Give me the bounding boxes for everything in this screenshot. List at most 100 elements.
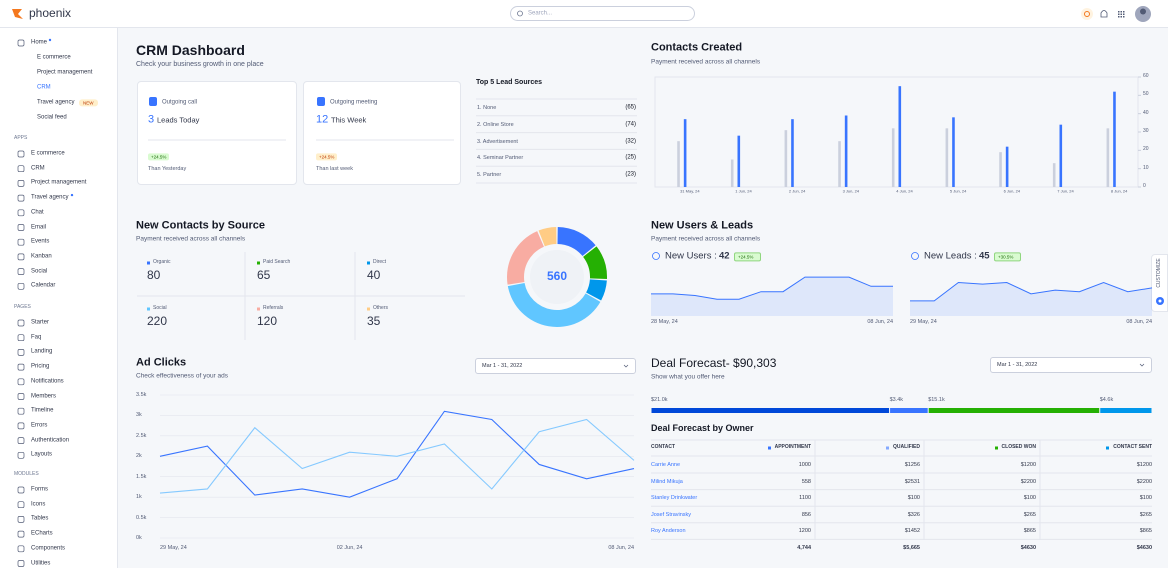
line-series [651, 276, 893, 300]
table-cell: $265 [1023, 511, 1036, 518]
date-select-text[interactable]: Mar 1 - 31, 2022 [997, 361, 1038, 368]
change-badge: +24.5% [734, 252, 762, 262]
date-select[interactable] [475, 358, 636, 374]
apps-icon [1118, 16, 1120, 18]
table-total: $4630 [1136, 544, 1152, 551]
nav-item[interactable]: Errors [31, 422, 48, 429]
y-tick-label: 20 [1143, 146, 1149, 153]
bar [683, 119, 687, 187]
stat-unit: Leads Today [157, 115, 200, 125]
source-value: 120 [257, 314, 278, 329]
nav-item[interactable]: Starter [31, 319, 50, 326]
nav-item[interactable]: Kanban [31, 253, 52, 260]
table-cell: 1200 [798, 528, 811, 535]
section-subtitle: Payment received across all channels [651, 58, 761, 66]
legend-label: Others [373, 305, 389, 312]
stat-note: Than Yesterday [148, 165, 187, 172]
y-tick-label: 1k [136, 493, 142, 500]
column-dot [886, 446, 889, 450]
table-cell: 856 [801, 511, 811, 518]
nav-item[interactable]: E commerce [31, 150, 65, 157]
nav-item[interactable]: Notifications [31, 378, 64, 385]
table-total: 4,744 [797, 544, 811, 551]
nav-item[interactable]: Project management [31, 179, 87, 186]
legend-label: Organic [153, 259, 171, 266]
nav-item[interactable]: Pricing [31, 363, 50, 370]
nav-item[interactable]: Layouts [31, 451, 53, 458]
nav-item[interactable]: Chat [31, 209, 44, 216]
source-value: 35 [367, 314, 381, 329]
nav-item[interactable]: Timeline [31, 407, 54, 414]
date-select-text[interactable]: Mar 1 - 31, 2022 [482, 362, 523, 369]
table-cell: $2531 [904, 478, 920, 485]
x-tick-label: 29 May, 24 [910, 318, 937, 325]
y-tick-label: 1.5k [136, 473, 147, 480]
kpi-label: New Leads : [924, 250, 977, 262]
table-cell: $2200 [1020, 478, 1036, 485]
nav-item[interactable]: Utilities [31, 560, 51, 567]
nav-item[interactable]: Events [31, 238, 50, 245]
line-area [910, 282, 1152, 316]
nav-item[interactable]: ECharts [31, 530, 53, 537]
table-cell: $326 [907, 511, 920, 518]
nav-icon [17, 516, 25, 523]
bar [737, 135, 741, 187]
nav-item[interactable]: CRM [31, 165, 45, 172]
search-box[interactable] [510, 6, 695, 21]
contact-link[interactable]: Roy Anderson [651, 528, 686, 535]
nav-icon [17, 393, 25, 400]
nav-item[interactable]: Members [31, 393, 57, 400]
legend-label: Social [153, 305, 167, 312]
legend-label: Paid Search [263, 259, 291, 266]
stat-value: 12 [316, 113, 329, 126]
nav-subitem[interactable]: Travel agency [37, 99, 75, 106]
section-subtitle: Payment received across all channels [651, 235, 761, 243]
nav-subitem[interactable]: E commerce [37, 54, 71, 61]
y-tick-label: 10 [1143, 164, 1149, 171]
nav-item[interactable]: Home [31, 39, 48, 46]
nav-item[interactable]: Forms [31, 486, 48, 493]
nav-subitem[interactable]: Social feed [37, 114, 67, 121]
nav-subitem[interactable]: Project management [37, 69, 93, 76]
table-cell: 1100 [799, 495, 811, 502]
nav-item[interactable]: Email [31, 224, 47, 231]
contact-link[interactable]: Carrie Anne [651, 461, 681, 468]
bar [1059, 124, 1063, 187]
stat-note: Than last week [316, 165, 353, 172]
y-tick-label: 60 [1143, 73, 1149, 80]
nav-item[interactable]: Calendar [31, 282, 56, 289]
contact-link[interactable]: Stanley Drinkwater [651, 495, 698, 502]
contact-link[interactable]: Milind Mikuja [651, 478, 683, 485]
bar [1052, 163, 1056, 187]
bar [952, 117, 955, 187]
column-header: APPOINTMENT [774, 444, 811, 451]
search-icon [517, 10, 523, 17]
kpi-label: New Users : [665, 250, 717, 262]
nav-item[interactable]: Landing [31, 348, 53, 355]
nav-item[interactable]: Authentication [31, 437, 70, 444]
nav-item[interactable]: Faq [31, 334, 42, 341]
change-badge: +24.5% [316, 153, 338, 161]
contact-link[interactable]: Josef Stravinsky [651, 511, 692, 518]
nav-icon [17, 319, 25, 327]
bar [791, 119, 794, 187]
nav-subitem[interactable]: CRM [37, 84, 51, 91]
source-value: 80 [147, 268, 161, 283]
customize-label[interactable]: CUSTOMIZE [1156, 258, 1163, 288]
date-select[interactable] [990, 357, 1152, 373]
nav-item[interactable]: Components [31, 545, 66, 552]
section-title: New Contacts by Source [136, 219, 265, 232]
nav-item[interactable]: Tables [31, 515, 49, 522]
stat-label: Outgoing meeting [330, 99, 378, 106]
nav-item[interactable]: Icons [31, 501, 46, 508]
apps-icon [1120, 16, 1122, 18]
line-series [910, 281, 1153, 302]
nav-icon [17, 422, 25, 430]
x-tick-label: 6 Jun, 24 [1003, 188, 1021, 194]
section-subtitle: Payment received across all channels [136, 235, 246, 243]
nav-icon [17, 180, 25, 187]
nav-item[interactable]: Social [31, 268, 48, 275]
table-total: $4630 [1020, 544, 1036, 551]
nav-item[interactable]: Travel agency [31, 194, 69, 201]
donut-segment [507, 231, 544, 285]
